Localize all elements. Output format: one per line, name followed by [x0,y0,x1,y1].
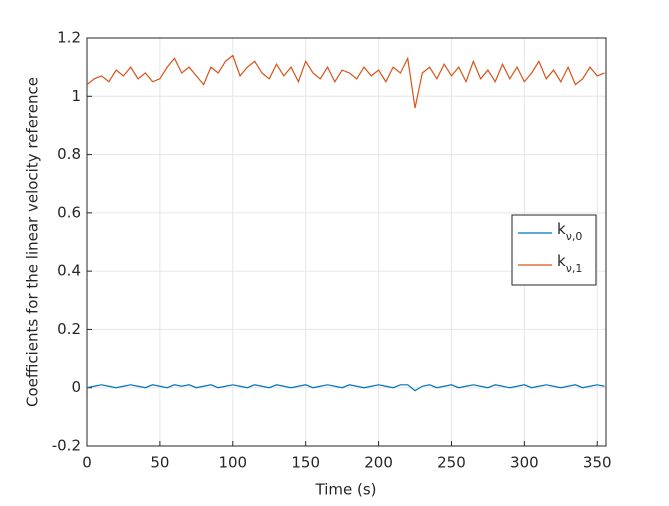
x-tick-label: 150 [291,454,320,472]
y-tick-label: 0.4 [57,262,81,280]
x-tick-label: 300 [510,454,539,472]
x-axis-label: Time (s) [315,481,377,499]
y-tick-label: 0.6 [57,203,81,221]
x-tick-label: 350 [583,454,612,472]
x-tick-label: 250 [437,454,466,472]
plot-frame [86,37,607,447]
y-tick-label: 1 [71,87,81,105]
y-tick-label: -0.2 [52,437,81,455]
series-line [86,54,605,109]
legend-label: kν,1 [557,252,582,276]
legend-label: kν,0 [557,220,582,244]
y-tick-label: 0.8 [57,145,81,163]
x-tick-label: 0 [82,454,92,472]
legend-box [511,214,597,286]
y-tick-label: 1.2 [57,29,81,47]
y-axis-label: Coefficients for the linear velocity ref… [24,77,42,407]
x-tick-label: 50 [150,454,169,472]
legend: kν,0 kν,1 [511,214,597,286]
series-line [86,384,605,392]
y-tick-label: 0 [71,378,81,396]
y-tick-label: 0.2 [57,320,81,338]
x-tick-label: 200 [364,454,393,472]
x-tick-label: 100 [218,454,247,472]
